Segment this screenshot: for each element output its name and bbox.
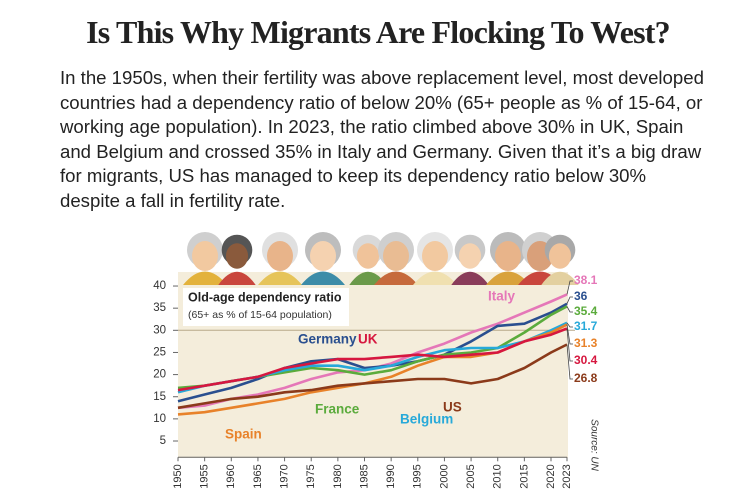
end-connector xyxy=(566,344,573,380)
person-face xyxy=(383,241,409,271)
x-tick-label: 1965 xyxy=(252,464,264,488)
person-face xyxy=(356,243,380,269)
y-tick-label: 25 xyxy=(153,346,166,358)
person-body xyxy=(413,271,457,285)
series-label: Spain xyxy=(225,427,262,442)
chart-title: Is This Why Migrants Are Flocking To Wes… xyxy=(86,14,671,50)
x-tick-label: 1975 xyxy=(305,464,317,488)
end-connector xyxy=(566,306,573,313)
series-line xyxy=(177,327,568,392)
y-tick-label: 40 xyxy=(153,280,166,292)
x-tick-label: 1960 xyxy=(225,464,237,488)
person-face xyxy=(458,243,482,269)
chart-subtitle: In the 1950s, when their fertility was a… xyxy=(60,67,704,211)
person-face xyxy=(310,241,336,271)
person-face xyxy=(548,243,572,269)
x-tick-label: 2005 xyxy=(465,464,477,488)
series-label: Belgium xyxy=(400,412,453,427)
y-tick-label: 10 xyxy=(153,413,166,425)
end-connector xyxy=(566,296,573,304)
x-tick-label: 2015 xyxy=(518,464,530,488)
x-tick-label: 1990 xyxy=(385,464,397,488)
series-label: Italy xyxy=(488,289,516,304)
series-label: France xyxy=(315,402,360,417)
person-body xyxy=(218,271,256,285)
illustration xyxy=(183,232,579,285)
x-tick-label: 1950 xyxy=(172,464,184,488)
series-label: UK xyxy=(358,332,378,347)
legend-subtitle: (65+ as % of 15-64 population) xyxy=(188,309,332,321)
end-connector xyxy=(566,280,573,295)
person-face xyxy=(267,241,293,271)
y-tick-label: 20 xyxy=(153,369,166,381)
series-label: US xyxy=(443,400,462,415)
end-value-label: 36 xyxy=(574,289,588,303)
person-body xyxy=(486,271,530,285)
series-line xyxy=(177,343,568,410)
person-body xyxy=(541,271,579,285)
x-tick-label: 2020 xyxy=(545,464,557,488)
person-body xyxy=(301,271,345,285)
x-tick-label: 1955 xyxy=(199,464,211,488)
person-body xyxy=(374,271,418,285)
person-body xyxy=(183,271,227,285)
end-connector xyxy=(566,322,573,328)
end-connector xyxy=(566,324,573,345)
y-tick-label: 5 xyxy=(160,435,166,447)
end-connector xyxy=(566,328,573,362)
person-body xyxy=(451,271,489,285)
y-tick-label: 15 xyxy=(153,391,166,403)
x-tick-label: 2000 xyxy=(438,464,450,488)
legend-box xyxy=(183,288,349,326)
x-tick-label: 1995 xyxy=(412,464,424,488)
source: Source: UN xyxy=(588,419,599,471)
person-face xyxy=(192,241,218,271)
x-tick-label: 2023 xyxy=(561,464,573,488)
end-value-label: 35.4 xyxy=(574,304,598,318)
x-tick-label: 1980 xyxy=(332,464,344,488)
end-value-label: 30.4 xyxy=(574,353,598,367)
end-value-label: 38.1 xyxy=(574,273,598,287)
person-face xyxy=(495,241,521,271)
person-body xyxy=(258,271,302,285)
person-face xyxy=(422,241,448,271)
legend-title: Old-age dependency ratio xyxy=(188,290,342,304)
end-value-label: 31.3 xyxy=(574,336,598,350)
x-tick-label: 1985 xyxy=(358,464,370,488)
end-value-label: 31.7 xyxy=(574,319,598,333)
x-tick-label: 2010 xyxy=(492,464,504,488)
y-tick-label: 30 xyxy=(153,324,166,336)
end-value-label: 26.8 xyxy=(574,371,598,385)
series-label: Germany xyxy=(298,332,357,347)
person-face xyxy=(225,243,249,269)
y-tick-label: 35 xyxy=(153,302,166,314)
x-tick-label: 1970 xyxy=(278,464,290,488)
